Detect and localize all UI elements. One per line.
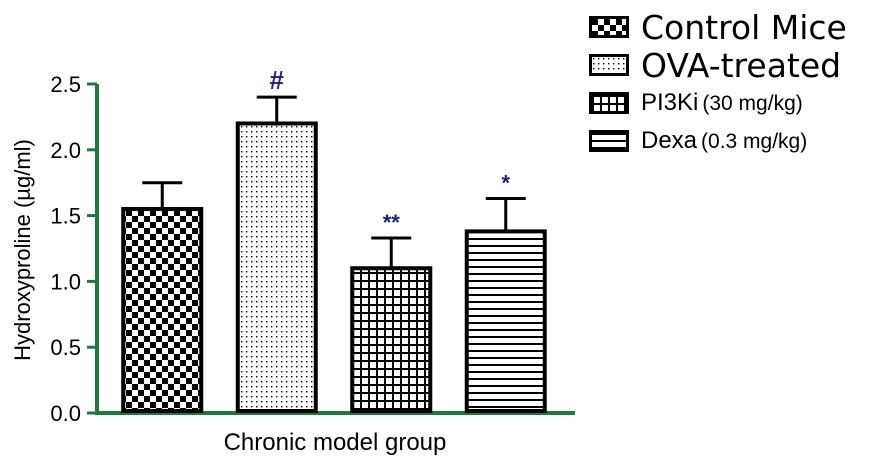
legend-label: OVA-treated xyxy=(641,45,842,85)
legend-item-ova: OVA-treated xyxy=(589,45,889,85)
y-tick-label: 0.5 xyxy=(50,335,81,360)
legend-dose: (0.3 mg/kg) xyxy=(701,130,808,153)
x-axis-label: Chronic model group xyxy=(224,429,447,456)
significance-marker: # xyxy=(270,65,285,95)
legend-item-dexa: Dexa (0.3 mg/kg) xyxy=(589,122,889,160)
significance-marker: ** xyxy=(383,210,401,235)
y-tick-label: 2.0 xyxy=(50,138,81,163)
legend-label: Control Mice xyxy=(641,7,847,47)
legend-swatch-dots xyxy=(589,54,629,76)
bar xyxy=(121,207,204,413)
y-tick-label: 1.0 xyxy=(50,269,81,294)
y-tick-label: 2.5 xyxy=(50,72,81,97)
legend-swatch-grid xyxy=(589,92,629,114)
bar xyxy=(464,229,547,413)
bar xyxy=(235,121,318,413)
legend-item-control: Control Mice xyxy=(589,7,889,47)
y-axis-label: Hydroxyproline (µg/ml) xyxy=(10,139,35,361)
legend-swatch-checker xyxy=(589,16,629,38)
y-tick-label: 0.0 xyxy=(50,401,81,426)
legend-label: Dexa xyxy=(641,127,698,154)
y-tick-label: 1.5 xyxy=(50,204,81,229)
legend-swatch-hlines xyxy=(589,130,629,152)
legend-item-pi3ki: PI3Ki (30 mg/kg) xyxy=(589,84,889,122)
significance-marker: * xyxy=(501,170,510,195)
legend-dose: (30 mg/kg) xyxy=(702,92,803,115)
legend: Control Mice OVA-treated PI3Ki (30 mg/kg)… xyxy=(589,8,889,160)
bar xyxy=(350,266,433,413)
legend-label: PI3Ki xyxy=(641,89,699,116)
